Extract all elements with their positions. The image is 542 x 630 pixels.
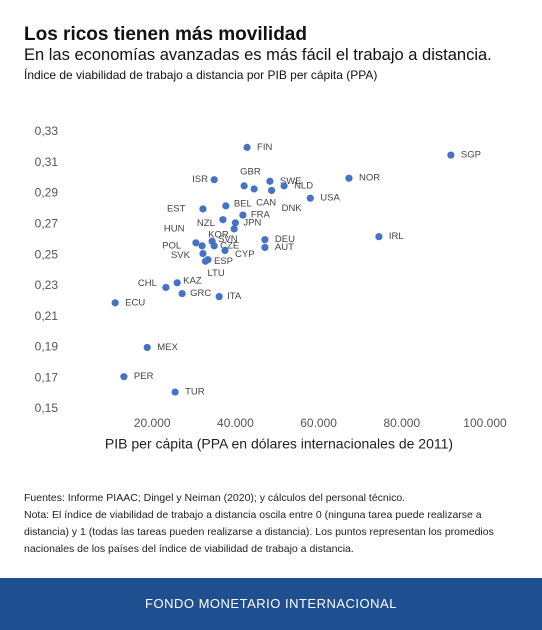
point [210,176,218,184]
point-label: NLD [294,180,313,191]
point [230,225,238,233]
point [178,289,186,298]
point [198,242,206,250]
point-label: SGP [461,150,481,161]
point-label: ECU [125,297,145,308]
y-tick-label: 0,27 [35,217,59,231]
point-label: KAZ [183,275,202,286]
point-label: EST [167,203,186,214]
point [192,239,200,247]
point [219,216,227,224]
point-label: USA [320,193,340,204]
point [221,246,229,255]
point [375,233,383,241]
y-tick-label: 0,15 [35,401,59,415]
point-label: SVN [218,234,238,245]
point-label: HUN [164,223,185,234]
y-tick-label: 0,31 [35,155,59,169]
point [240,182,248,190]
point [267,186,276,195]
point-label: CZE [220,240,239,251]
point [231,219,239,227]
y-tick-label: 0,25 [35,247,59,261]
point-label: MEX [157,342,178,353]
y-tick-label: 0,23 [35,278,59,292]
point [171,388,179,396]
point [120,373,128,381]
point-label: IRL [389,231,404,242]
point-label: SVK [171,250,191,261]
notes: Fuentes: Informe PIAAC; Dingel y Neiman … [24,490,526,558]
point-label: PER [134,371,154,382]
title: Los ricos tienen más movilidad [24,24,307,45]
point [261,243,269,252]
point [215,293,223,301]
point-label: FIN [257,142,272,153]
point [306,194,314,202]
point [239,211,247,219]
y-tick-label: 0,21 [35,309,59,323]
footer: FONDO MONETARIO INTERNACIONAL [0,578,542,630]
x-tick-label: 60.000 [300,416,337,430]
point [199,249,207,258]
subtitle: En las economías avanzadas es más fácil … [24,46,492,64]
point-label: NZL [197,218,215,229]
note: Nota: El índice de viabilidad de trabajo… [24,509,494,555]
chart: PIB per cápita (PPA en dólares internaci… [35,124,507,452]
point [201,257,210,265]
point-label: FRA [251,210,271,221]
x-tick-label: 100.000 [463,416,507,430]
point-label: POL [162,240,181,251]
point [345,174,353,182]
point-label: ESP [214,256,233,267]
x-tick-label: 40.000 [217,416,254,430]
x-tick-label: 20.000 [134,416,171,430]
source: Fuentes: Informe PIAAC; Dingel y Neiman … [24,492,406,504]
point [447,151,455,159]
caption: Índice de viabilidad de trabajo a distan… [24,68,378,82]
y-tick-label: 0,33 [35,124,59,138]
point-label: NOR [359,173,380,184]
point-label: GBR [240,166,261,177]
point-label: CHL [138,278,157,289]
point-label: CYP [235,249,255,260]
y-tick-label: 0,29 [35,186,59,200]
point [250,185,258,193]
x-axis-label: PIB per cápita (PPA en dólares internaci… [105,436,453,452]
point-label: DNK [282,203,303,214]
point-label: TUR [185,387,205,398]
point [243,143,251,151]
point [210,242,218,250]
point [280,182,288,190]
point-label: KOR [208,229,229,240]
point [173,279,181,287]
point [222,202,230,210]
point [261,236,269,244]
point-label: BEL [234,198,252,209]
x-tick-label: 80.000 [383,416,420,430]
point [143,343,151,352]
point [111,299,119,307]
y-tick-label: 0,17 [35,370,59,384]
point-label: SWE [280,176,302,187]
point-label: JPN [243,217,261,228]
point-label: ITA [227,291,242,302]
point-label: DEU [275,234,295,245]
point-label: LTU [207,268,224,279]
point [199,205,207,213]
y-tick-label: 0,19 [35,340,59,354]
point [162,283,170,292]
point-label: CAN [256,197,276,208]
point-label: AUT [275,242,294,253]
point-label: ISR [192,174,208,185]
point-label: GRC [190,288,211,299]
point [266,177,274,185]
